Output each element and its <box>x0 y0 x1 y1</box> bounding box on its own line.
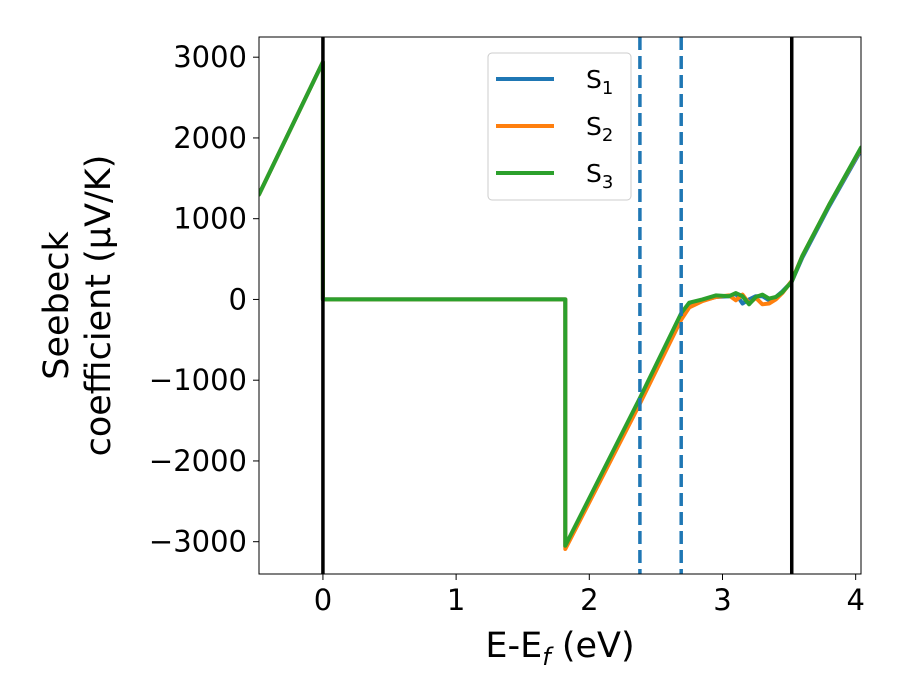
x-tick-label: 1 <box>447 583 465 617</box>
x-tick-label: 2 <box>580 583 598 617</box>
series-line-3 <box>259 60 861 548</box>
x-tick-label: 3 <box>713 583 731 617</box>
y-tick-label: 2000 <box>173 121 247 155</box>
y-axis: 3000 2000 1000 0 −1000 −2000 −3000 <box>149 40 259 559</box>
x-axis-label: E-Ef (eV) <box>485 626 634 671</box>
y-tick-label: −1000 <box>149 363 247 397</box>
y-axis-label: Seebeckcoefficient (μV/K) <box>37 155 119 457</box>
y-tick-label: −3000 <box>149 525 247 559</box>
axes-frame <box>258 36 862 575</box>
y-tick-label: 1000 <box>173 202 247 236</box>
x-tick-label: 0 <box>314 583 332 617</box>
legend-label-3: S3 <box>586 159 613 193</box>
plot-area <box>259 37 861 574</box>
x-axis: 0 1 2 3 4 <box>314 574 865 617</box>
legend-label-2: S2 <box>586 112 613 146</box>
x-tick-label: 4 <box>846 583 864 617</box>
legend: S1 S2 S3 <box>487 52 632 201</box>
y-tick-label: 3000 <box>173 40 247 74</box>
y-tick-label: 0 <box>229 282 247 316</box>
y-tick-label: −2000 <box>149 444 247 478</box>
legend-label-1: S1 <box>586 65 613 99</box>
legend-box <box>487 52 632 201</box>
